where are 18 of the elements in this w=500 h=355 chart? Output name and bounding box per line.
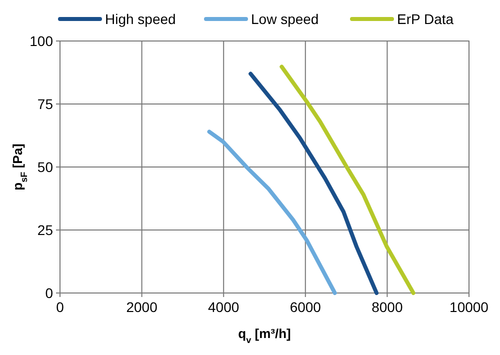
x-tick-label: 2000 (126, 299, 158, 315)
line-series (248, 72, 379, 295)
legend-label: High speed (105, 11, 176, 27)
x-tick-label: 8000 (372, 299, 403, 315)
legend-label: ErP Data (397, 11, 454, 27)
line-series (280, 64, 416, 295)
x-tick-label: 0 (56, 299, 64, 315)
x-tick-label: 4000 (208, 299, 240, 315)
y-tick-label: 25 (37, 222, 54, 238)
x-tick-label: 6000 (290, 299, 322, 315)
y-tick-label: 75 (37, 96, 54, 112)
y-tick-label: 100 (30, 33, 54, 49)
legend-label: Low speed (251, 11, 319, 27)
x-axis-title: q$_{v}$ [m³/h] (238, 326, 291, 345)
line-series (207, 130, 337, 295)
y-tick-label: 50 (37, 159, 54, 175)
y-tick-label: 0 (45, 285, 54, 301)
x-tick-label: 10000 (450, 299, 489, 315)
